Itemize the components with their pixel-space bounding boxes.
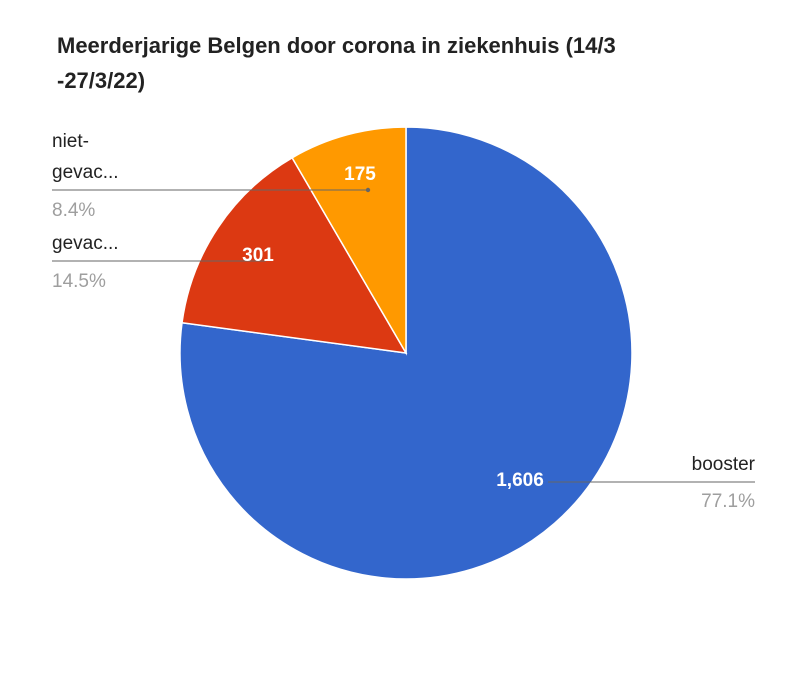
slice-percent-label-niet-gevac: 8.4% (52, 200, 95, 221)
value-label-niet-gevac: 175 (344, 164, 376, 185)
slices-layer (179, 126, 633, 580)
pie-slice-gevac (181, 156, 408, 354)
value-label-gevac: 301 (242, 245, 274, 266)
chart-title: Meerderjarige Belgen door corona in ziek… (57, 28, 757, 98)
slice-percent-label-gevac: 14.5% (52, 271, 106, 292)
slice-name-label-niet-gevac-line-1: niet- (52, 131, 89, 152)
slice-percent-label-booster: 77.1% (701, 491, 755, 512)
slice-name-label-niet-gevac-line-2: gevac... (52, 162, 119, 183)
pie-slice-niet-gevac (291, 126, 407, 356)
leader-dot-niet-gevac (365, 187, 371, 193)
chart-title-line-2: -27/3/22) (57, 68, 146, 93)
labels-layer: booster 77.1% gevac... 14.5% niet-gevac... 8.… (52, 131, 756, 512)
slice-name-label-booster-line-1: booster (692, 454, 756, 475)
chart-title-line-1: Meerderjarige Belgen door corona in ziek… (57, 33, 616, 58)
value-label-booster: 1,606 (496, 470, 544, 491)
values-layer: 1,606 301 175 (242, 164, 544, 491)
leaders-layer (52, 187, 755, 483)
slice-name-label-gevac-line-1: gevac... (52, 233, 119, 254)
